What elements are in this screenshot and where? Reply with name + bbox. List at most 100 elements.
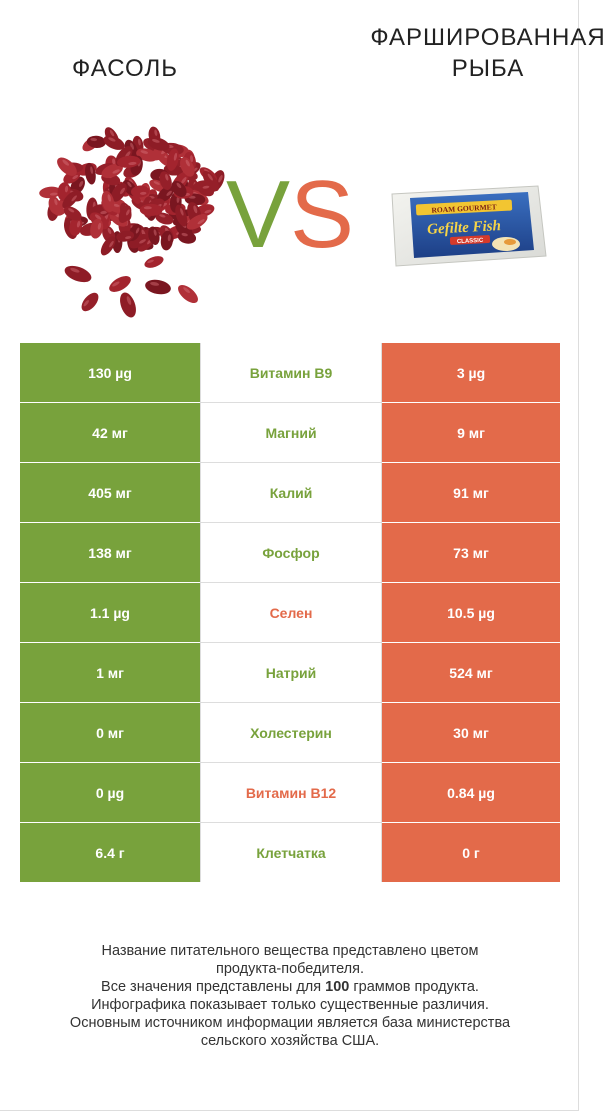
footnote-line-3-number: 100 [325, 979, 350, 995]
vs-label: VS [226, 165, 354, 265]
table-row: 1.1 µg Селен 10.5 µg [20, 582, 560, 643]
bean-highlight [108, 137, 116, 142]
bean-shape [103, 135, 125, 150]
bean-highlight [71, 195, 77, 202]
nutrient-name-cell: Клетчатка [200, 822, 382, 882]
bean-highlight [159, 214, 166, 218]
bean-highlight [167, 234, 171, 242]
bean-shape [130, 185, 150, 198]
nutrient-name-cell: Холестерин [200, 702, 382, 763]
bean-shape [180, 157, 195, 177]
right-value-cell: 3 µg [381, 343, 560, 403]
bean-shape [101, 191, 115, 213]
package-product-text: Gefilte Fish [427, 218, 501, 238]
bean-shape [62, 190, 79, 209]
bean-shape [109, 276, 131, 292]
table-row: 1 мг Натрий 524 мг [20, 642, 560, 703]
bean-shape [166, 148, 179, 171]
bean-highlight [126, 209, 130, 216]
footnote-line-4: Инфографика показывает только существенн… [91, 997, 489, 1013]
bean-shape [178, 285, 198, 303]
right-value-cell: 30 мг [381, 702, 560, 763]
bean-highlight [120, 187, 125, 195]
table-row: 405 мг Калий 91 мг [20, 462, 560, 523]
bean-shape [193, 180, 213, 192]
nutrient-name-cell: Магний [200, 402, 382, 463]
footnote-line-2: продукта-победителя. [215, 961, 365, 977]
right-value-cell: 524 мг [381, 642, 560, 703]
bean-highlight [153, 181, 160, 185]
package-brand-text: ROAM GOURMET [431, 202, 497, 214]
bean-highlight [72, 174, 79, 180]
bean-shape [202, 170, 219, 192]
bean-highlight [109, 129, 115, 137]
bean-highlight [173, 152, 178, 161]
footnote: Название питательного вещества представл… [20, 942, 560, 1050]
bean-highlight [125, 236, 132, 240]
bean-highlight [190, 155, 194, 163]
bean-highlight [197, 219, 205, 225]
gefilte-fish-package-image: ROAM GOURMET Gefilte Fish CLASSIC [391, 185, 547, 267]
bean-highlight [90, 166, 94, 174]
table-row: 0 µg Витамин B12 0.84 µg [20, 762, 560, 823]
bean-shape [81, 292, 99, 312]
bean-highlight [94, 214, 102, 220]
bean-highlight [193, 205, 198, 214]
bean-highlight [127, 181, 132, 188]
bean-highlight [49, 192, 58, 196]
bean-highlight [140, 150, 149, 154]
footnote-line-6: сельского хозяйства США. [200, 1033, 380, 1049]
bean-highlight [112, 169, 120, 174]
bean-highlight [204, 209, 212, 214]
bean-highlight [128, 161, 137, 166]
bean-shape [101, 163, 123, 179]
bean-shape [63, 206, 82, 221]
bean-shape [128, 234, 149, 249]
table-row: 138 мг Фосфор 73 мг [20, 522, 560, 583]
bean-highlight [150, 282, 160, 286]
nutrient-name-cell: Витамин B9 [200, 343, 382, 403]
footnote-line-3: Все значения представлены для 100 граммо… [20, 978, 560, 996]
bean-highlight [152, 139, 160, 143]
bean-shape [90, 218, 104, 239]
bean-shape [139, 203, 163, 216]
bean-highlight [185, 159, 190, 167]
right-value-cell: 10.5 µg [381, 582, 560, 643]
left-value-cell: 42 мг [20, 402, 201, 463]
bean-shape [116, 155, 141, 168]
right-value-cell: 91 мг [381, 462, 560, 523]
bean-shape [48, 196, 61, 215]
bean-highlight [100, 210, 108, 215]
left-value-cell: 0 мг [20, 702, 201, 763]
nutrient-name-cell: Натрий [200, 642, 382, 703]
left-value-cell: 138 мг [20, 522, 201, 583]
table-row: 0 мг Холестерин 30 мг [20, 702, 560, 763]
table-row: 6.4 г Клетчатка 0 г [20, 822, 560, 882]
nutrient-name-cell: Калий [200, 462, 382, 523]
nutrient-name-cell: Фосфор [200, 522, 382, 583]
bean-highlight [139, 239, 146, 244]
bean-shape [64, 265, 92, 283]
bean-highlight [54, 198, 58, 206]
table-row: 42 мг Магний 9 мг [20, 402, 560, 463]
left-product-title: ФАСОЛЬ [72, 55, 178, 82]
bean-shape [155, 212, 174, 225]
bean-highlight [139, 191, 147, 195]
left-value-cell: 130 µg [20, 343, 201, 403]
right-value-cell: 9 мг [381, 402, 560, 463]
footnote-line-3-start: Все значения представлены для [101, 979, 326, 995]
bean-shape [175, 204, 188, 227]
bean-highlight [76, 220, 81, 228]
bean-highlight [107, 227, 112, 234]
left-value-cell: 0 µg [20, 762, 201, 823]
bean-shape [186, 214, 208, 230]
frame-border-bottom [0, 1110, 579, 1111]
bean-highlight [126, 296, 132, 305]
bean-highlight [147, 259, 154, 264]
right-product-title: ФАРШИРОВАННАЯ РЫБА [360, 22, 616, 84]
bean-highlight [166, 190, 172, 196]
bean-shape [39, 186, 62, 199]
bean-shape [100, 236, 116, 256]
bean-highlight [181, 177, 187, 184]
bean-shape [57, 157, 77, 176]
